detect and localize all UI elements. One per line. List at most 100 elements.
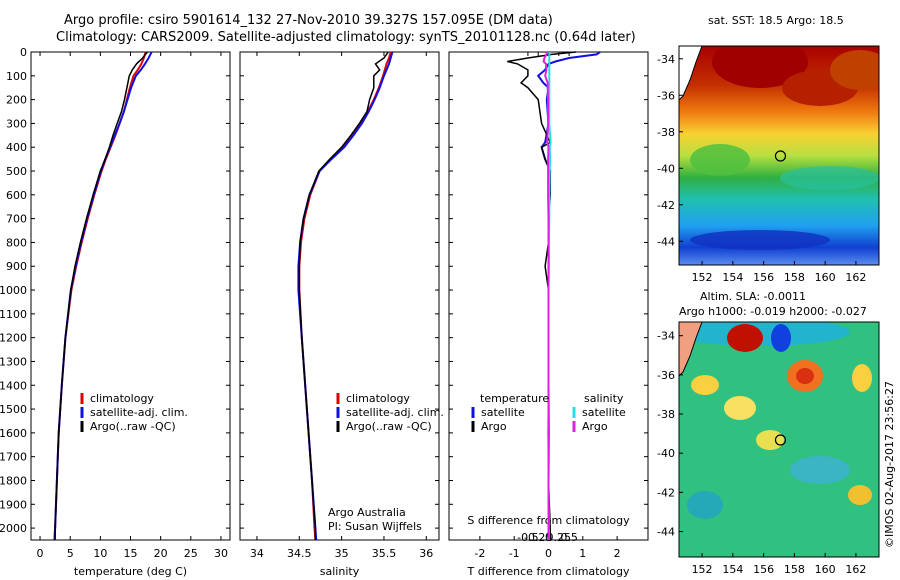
depth-tick-label: 500	[6, 165, 27, 178]
header-title-line1: Argo profile: csiro 5901614_132 27-Nov-2…	[64, 13, 553, 28]
temperature-series-argo-raw-qc-	[54, 51, 148, 540]
salinity-frame	[239, 51, 440, 541]
sst-map: sat. SST: 18.5 Argo: 18.5 152 154 156 158 16…	[657, 14, 880, 284]
depth-tick-label: 1300	[0, 355, 27, 368]
sla-cyan-top	[679, 322, 850, 346]
temperature-legend-label: climatology	[90, 392, 154, 405]
sla-map: Altim. SLA: -0.0011 Argo h1000: -0.019 h…	[657, 290, 880, 576]
sst-profile-location-marker	[774, 150, 787, 162]
differences-xtick-label: 2	[614, 547, 621, 560]
differences-series-s-argo	[542, 51, 550, 540]
sla-land-mask	[679, 322, 702, 376]
sla-map-subtitle: Argo h1000: -0.019 h2000: -0.027	[679, 305, 867, 318]
sla-yellow-west	[691, 375, 719, 395]
sla_map-xtick-label: 152	[692, 563, 713, 576]
depth-tick-label: 400	[6, 141, 27, 154]
depth-tick-label: 1000	[0, 284, 27, 297]
sla_map-xtick-label: 158	[784, 563, 805, 576]
sst-land-mask	[679, 46, 702, 100]
sst-cyan-band	[780, 166, 879, 190]
sla_map-ytick-label: -38	[657, 408, 675, 421]
depth-tick-label: 900	[6, 260, 27, 273]
sla-yellow-south	[756, 430, 784, 450]
temperature-xtick-label: 20	[154, 547, 168, 560]
sst-map-frame	[678, 45, 880, 266]
depth-tick-label: 1500	[0, 403, 27, 416]
temperature-legend-label: satellite-adj. clim.	[90, 406, 188, 419]
depth-tick-label: 600	[6, 189, 27, 202]
differences-series-t-argo	[507, 51, 576, 540]
temperature-series-satellite-adj-clim-	[53, 51, 153, 541]
depth-tick-label: 2000	[0, 522, 27, 535]
differences-legend-title-s: salinity	[584, 392, 624, 405]
sst_map-xtick-label: 160	[815, 271, 836, 284]
salinity-xtick-label: 34.5	[287, 547, 312, 560]
sla-yellow-mid	[724, 396, 756, 420]
depth-tick-label: 800	[6, 236, 27, 249]
temperature-xtick-label: 10	[93, 547, 107, 560]
sst-coastline	[679, 46, 703, 101]
differences-xtick-label: -1	[509, 547, 520, 560]
differences-xlabel: T difference from climatology	[467, 565, 630, 578]
sst_map-ytick-label: -36	[657, 89, 675, 102]
differences-stick-label: 0.5	[560, 531, 578, 544]
depth-tick-label: 700	[6, 213, 27, 226]
temperature-xtick-label: 5	[67, 547, 74, 560]
salinity-annotation: Argo Australia	[328, 506, 406, 519]
differences-legend-label-t: Argo	[481, 420, 507, 433]
depth-tick-label: 1800	[0, 474, 27, 487]
sla_map-xtick-label: 156	[753, 563, 774, 576]
depth-tick-label: 1400	[0, 379, 27, 392]
sla_map-xtick-label: 154	[722, 563, 743, 576]
salinity-legend-label: Argo(..raw -QC)	[346, 420, 432, 433]
sla-map-title: Altim. SLA: -0.0011	[700, 290, 806, 303]
sla-yellow-east	[852, 364, 872, 392]
salinity-xtick-label: 35	[335, 547, 349, 560]
sst_map-ytick-label: -42	[657, 199, 675, 212]
sst-warm-east	[830, 50, 879, 90]
depth-tick-label: 1200	[0, 332, 27, 345]
salinity-annotation: PI: Susan Wijffels	[328, 520, 422, 533]
salinity-series-argo-raw-qc-	[298, 51, 389, 540]
differences-xtick-label: 0	[545, 547, 552, 560]
temperature-series-climatology	[53, 51, 147, 541]
temperature-xtick-label: 25	[184, 547, 198, 560]
salinity-series-satellite-adj-clim-	[297, 51, 394, 541]
sst_map-ytick-label: -44	[657, 235, 675, 248]
depth-tick-label: 0	[20, 46, 27, 59]
sla-low-sw	[687, 491, 723, 519]
differences-legend-label-t: satellite	[481, 406, 525, 419]
differences-stick-label: -0.5	[517, 531, 538, 544]
salinity-panel: 34 34.5 35 35.5 36 salinity climatologysatelli…	[239, 51, 444, 578]
sla-low-top	[771, 324, 791, 352]
depth-tick-label: 1600	[0, 427, 27, 440]
sst-map-axes: 152 154 156 158 160 162 -34 -36 -38 -40 -42 -44	[657, 53, 866, 284]
credit-text: ©IMOS 02-Aug-2017 23:56:27	[883, 381, 896, 548]
sst_map-xtick-label: 156	[753, 271, 774, 284]
sla-high-top	[727, 324, 763, 352]
temperature-frame	[30, 51, 231, 541]
depth-tick-label: 100	[6, 70, 27, 83]
depth-tick-label: 200	[6, 94, 27, 107]
sst_map-xtick-label: 152	[692, 271, 713, 284]
sst-green-patch	[690, 144, 750, 176]
sla-map-frame	[678, 321, 880, 558]
sst-map-title: sat. SST: 18.5 Argo: 18.5	[708, 14, 844, 27]
depth-tick-label: 1900	[0, 498, 27, 511]
temperature-xtick-label: 30	[214, 547, 228, 560]
sla-high-east-core	[796, 368, 814, 384]
depth-tick-label: 1700	[0, 451, 27, 464]
differences-stick-label: -0.25	[524, 531, 552, 544]
salinity-xtick-label: 35.5	[372, 547, 397, 560]
salinity-xtick-label: 36	[419, 547, 433, 560]
temperature-xlabel: temperature (deg C)	[74, 565, 187, 578]
sla-profile-location-marker	[774, 434, 787, 446]
differences-xtick-label: -2	[474, 547, 485, 560]
differences-legend-label-s: satellite	[582, 406, 626, 419]
sla-yellow-se	[848, 485, 872, 505]
sla_map-xtick-label: 162	[845, 563, 866, 576]
temperature-panel: 0100200300400500600700800900100011001200…	[0, 46, 231, 578]
sst_map-xtick-label: 158	[784, 271, 805, 284]
